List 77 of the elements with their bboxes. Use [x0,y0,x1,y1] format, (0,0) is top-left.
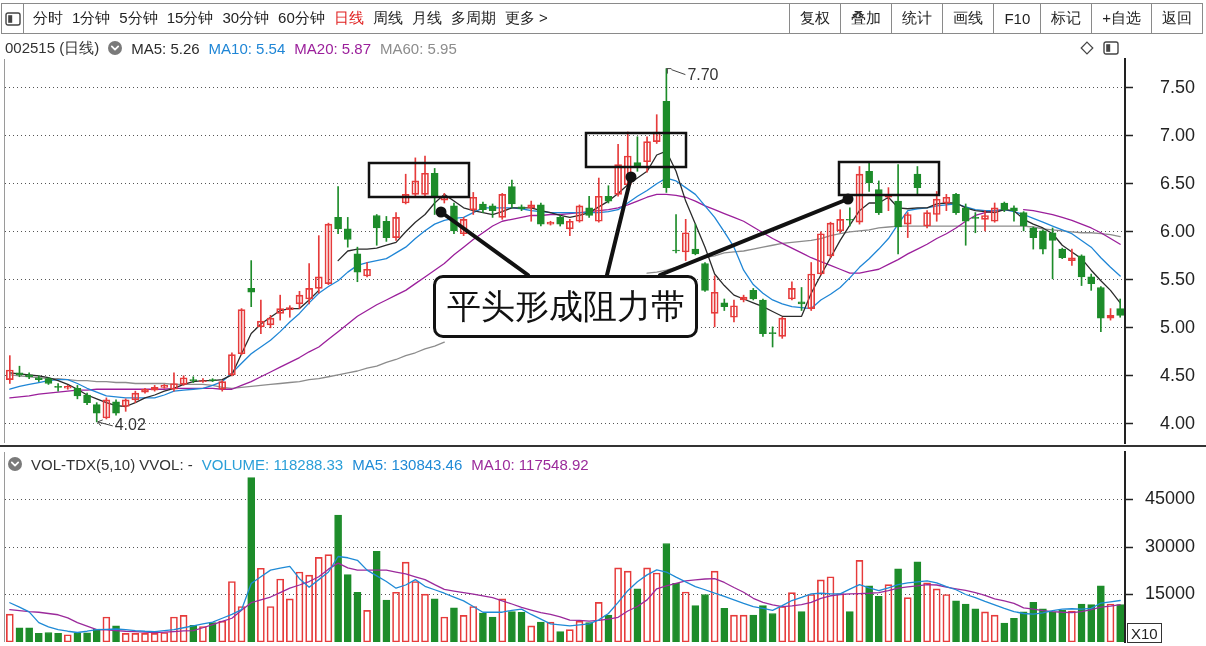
text: 月线 [411,9,442,28]
y-tick-label: 30000 [1144,535,1196,556]
text: 30分钟 [222,9,270,28]
text: 5分钟 [119,9,158,28]
chart-title: VOL-TDX(5,10) VVOL: - [31,455,193,473]
bar [952,600,960,642]
text: MA20: 5.87 [294,39,372,57]
bar [334,514,342,642]
bar [372,551,381,642]
annotation: 4.02 [114,416,146,434]
y-tick-label: 15000 [1144,583,1196,604]
text: 日线 [333,9,364,28]
text: 15分钟 [166,9,214,28]
text: 复权 [789,4,841,33]
bar [343,574,352,642]
chart-title: 002515 (日线) [5,38,100,58]
bar [701,594,709,642]
candlestick [846,207,854,227]
text: 分时 [33,9,63,28]
candlestick [247,260,256,308]
y-tick-label: 6.50 [1159,172,1196,193]
bar [672,583,680,642]
bar [537,621,545,642]
candlestick [672,214,680,254]
y-tick-label: 4.00 [1159,412,1196,433]
y-tick-label: 7.00 [1159,124,1196,145]
annotation: 7.70 [687,66,719,84]
y-axis-title: X10 [1127,623,1162,643]
text: MA10: 117548.92 [471,455,589,473]
y-tick-label: 5.50 [1159,268,1196,289]
text: 返回 [1151,4,1202,33]
bar [1097,585,1105,642]
y-tick-label: 4.50 [1159,364,1196,385]
bar [247,477,256,642]
bar [1029,602,1038,642]
text: 1分钟 [72,9,111,28]
bar [1039,608,1047,642]
bar [865,585,873,642]
text: 60分钟 [278,9,325,28]
y-tick-label: 5.00 [1159,316,1196,337]
text: 画线 [942,4,994,33]
y-tick-label: 7.50 [1159,76,1196,97]
bar [894,568,902,642]
text: 统计 [891,4,943,33]
annotation: VOLUME: 118288.33 [201,455,344,473]
bar [450,607,458,642]
bar [720,608,729,642]
bar [961,603,970,642]
text: 多周期 [450,9,496,28]
text: MA10: 5.54 [208,39,286,57]
annotation: 平头形成阻力带 [433,275,698,338]
bar [479,612,487,642]
y-tick-label: 6.00 [1159,220,1196,241]
text: F10 [993,4,1041,33]
text: MA5: 5.26 [131,39,200,57]
candlestick [334,186,342,235]
bar [1000,622,1009,642]
bar [1116,604,1124,642]
bar [1010,617,1018,642]
bar [25,627,33,642]
bar [1058,610,1067,642]
bar [874,596,883,642]
bar [846,611,854,642]
text: MA5: 130843.46 [352,455,463,473]
bar [1087,604,1096,642]
y-tick-label: 45000 [1144,488,1196,509]
bar [585,622,593,642]
bar [749,614,758,642]
text: +自选 [1091,4,1151,33]
bar [92,628,101,642]
text: 更多 > [504,9,548,28]
text: 周线 [372,9,403,28]
text: 叠加 [840,4,892,33]
text: MA60: 5.95 [380,39,457,57]
bar [759,605,767,642]
text: 标记 [1040,4,1092,33]
bar [508,611,516,642]
